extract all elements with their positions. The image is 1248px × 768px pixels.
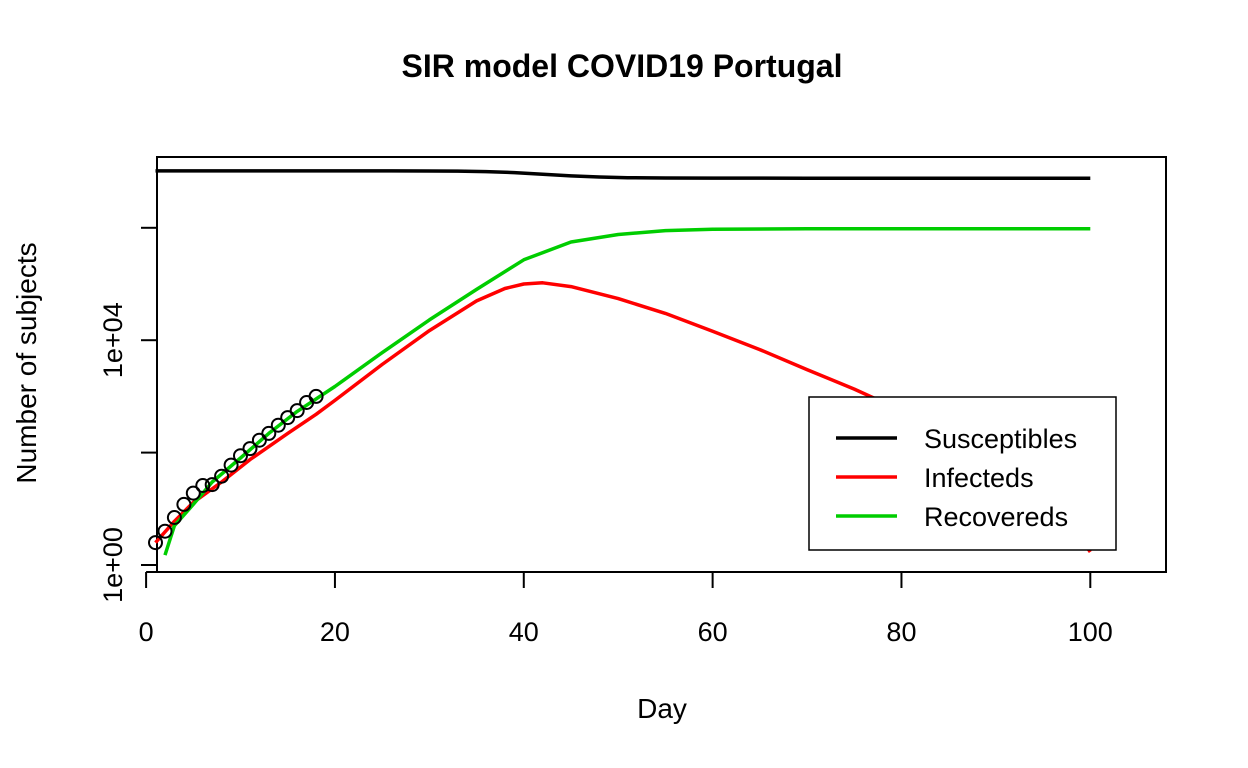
legend-label-susceptibles: Susceptibles	[924, 424, 1077, 454]
legend-label-infecteds: Infecteds	[924, 463, 1034, 493]
observed-point	[280, 410, 296, 426]
x-tick-label: 100	[1068, 617, 1113, 647]
y-axis: 1e+00 1e+04	[98, 226, 158, 603]
x-tick-label: 0	[139, 617, 154, 647]
x-axis-label: Day	[637, 693, 687, 724]
susceptibles-line	[155, 169, 1091, 180]
observed-point	[214, 468, 230, 484]
y-axis-label: Number of subjects	[11, 242, 42, 483]
x-axis: 0 20 40 60 80 100	[139, 571, 1113, 647]
observed-point	[148, 535, 163, 551]
observed-point	[242, 441, 258, 457]
observed-point	[233, 448, 248, 464]
observed-point	[176, 496, 192, 512]
observed-point	[185, 485, 201, 501]
recovereds-line	[163, 226, 1091, 556]
x-tick-label: 20	[320, 617, 350, 647]
y-tick-label: 1e+04	[98, 302, 128, 378]
observed-point	[289, 403, 305, 419]
x-tick-label: 40	[509, 617, 539, 647]
observed-point	[195, 478, 211, 493]
observed-point	[223, 457, 239, 473]
observed-point	[308, 388, 324, 404]
observed-point	[166, 510, 182, 525]
observed-point	[261, 425, 277, 441]
observed-points	[148, 388, 324, 551]
legend-box	[808, 396, 1117, 551]
x-tick-label: 60	[698, 617, 728, 647]
observed-point	[157, 523, 173, 539]
legend: Susceptibles Infecteds Recovereds	[808, 396, 1117, 551]
legend-label-recovereds: Recovereds	[924, 502, 1068, 532]
y-tick-label: 1e+00	[98, 527, 128, 603]
x-tick-label: 80	[886, 617, 916, 647]
chart-title: SIR model COVID19 Portugal	[402, 48, 843, 84]
observed-point	[204, 477, 220, 493]
observed-point	[270, 417, 286, 433]
